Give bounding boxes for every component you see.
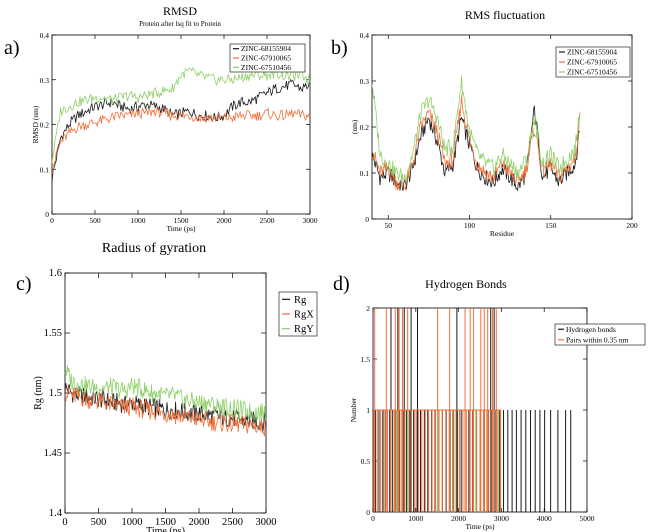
y-tick-label: 0 xyxy=(45,210,49,219)
x-axis-label: Residue xyxy=(490,229,515,238)
y-tick-label: 0.4 xyxy=(40,31,50,40)
y-tick-label: 1.45 xyxy=(44,448,62,459)
chart-d: 0 1000 2000 3000 4000 5000 0 0.5 1 1.5 2 Time (ps) N… xyxy=(349,304,646,531)
x-tick-label: 4000 xyxy=(537,514,552,523)
series-line-Rg xyxy=(64,383,267,432)
y-tick-label: 1 xyxy=(366,406,370,415)
y-axis-label: (nm) xyxy=(350,119,359,134)
x-tick-label: 3000 xyxy=(256,517,277,528)
chart-a-title: RMSD xyxy=(163,4,197,18)
chart-a: 0 500 1000 1500 2000 2500 3000 0 0.1 0.2 0.3 0.4 Tim… xyxy=(31,31,318,233)
x-tick-label: 1000 xyxy=(122,517,143,528)
series-line-ZINC-67910065 xyxy=(51,106,311,175)
series-line-ZINC-67510456 xyxy=(371,75,581,183)
legend-label: ZINC-67510456 xyxy=(567,68,617,77)
x-tick-label: 0 xyxy=(371,514,375,523)
legend-box xyxy=(555,46,631,78)
chart-a-subtitle: Protein after lsq fit to Protein xyxy=(139,20,221,28)
chart-b-title: RMS fluctuation xyxy=(465,8,545,22)
x-tick-label: 2000 xyxy=(451,514,466,523)
x-tick-label: 50 xyxy=(385,221,393,230)
x-tick-label: 2500 xyxy=(260,216,275,225)
y-tick-label: 2 xyxy=(366,304,370,313)
x-tick-label: 1500 xyxy=(174,216,189,225)
chart-c: 0 500 1000 1500 2000 2500 3000 1.4 1.45 1.5 1.55 1.… xyxy=(33,268,318,532)
y-tick-label: 0 xyxy=(365,215,369,224)
legend-label: Pairs within 0.35 nm xyxy=(566,335,629,344)
y-tick-label: 0.1 xyxy=(360,169,370,178)
x-tick-label: 200 xyxy=(626,221,638,230)
y-axis-label: Number xyxy=(349,397,358,422)
y-tick-label: 0.2 xyxy=(40,121,50,130)
x-tick-label: 3000 xyxy=(494,514,509,523)
series-line-RgY xyxy=(64,365,267,422)
x-tick-label: 3000 xyxy=(303,216,318,225)
panel-a-letter: a) xyxy=(4,37,20,59)
x-tick-label: 2000 xyxy=(189,517,210,528)
series-line-ZINC-68155904 xyxy=(371,105,581,192)
panel-b-letter: b) xyxy=(331,37,348,59)
legend-label: ZINC-67910065 xyxy=(241,54,291,63)
series-line-ZINC-67510456 xyxy=(51,66,311,163)
chart-c-title: Radius of gyration xyxy=(102,241,206,256)
chart-d-title: Hydrogen Bonds xyxy=(425,277,507,291)
y-tick-label: 0.3 xyxy=(40,76,50,85)
y-tick-label: 1.5 xyxy=(361,355,371,364)
x-axis-label: Time (ps) xyxy=(146,526,185,532)
chart-b: 50 100 150 200 0 0.1 0.2 0.3 0.4 Residue (nm) ZINC-… xyxy=(350,31,638,238)
y-tick-label: 0.5 xyxy=(361,457,371,466)
x-tick-label: 1000 xyxy=(131,216,146,225)
series-line-ZINC-68155904 xyxy=(51,78,311,182)
series-line-ZINC-67910065 xyxy=(371,94,581,191)
x-tick-label: 5000 xyxy=(580,514,595,523)
y-tick-label: 1.4 xyxy=(49,508,63,519)
y-tick-label: 0.4 xyxy=(360,31,370,40)
x-axis-label: Time (ps) xyxy=(166,224,196,233)
legend-label: ZINC-67910065 xyxy=(567,58,617,67)
x-tick-label: 500 xyxy=(91,517,107,528)
legend-label: ZINC-67510456 xyxy=(241,63,291,72)
y-tick-label: 0 xyxy=(366,508,370,517)
y-tick-label: 0.1 xyxy=(40,165,50,174)
legend-label: Hydrogen bonds xyxy=(566,325,616,334)
y-tick-label: 1.55 xyxy=(44,328,62,339)
panel-d-letter: d) xyxy=(333,273,350,295)
x-tick-label: 1500 xyxy=(155,517,176,528)
x-tick-label: 100 xyxy=(464,221,476,230)
y-axis-label: RMSD (nm) xyxy=(31,105,40,143)
legend-label: RgX xyxy=(294,310,314,321)
x-tick-label: 500 xyxy=(89,216,101,225)
legend-label: Rg xyxy=(294,295,307,306)
x-tick-label: 0 xyxy=(50,216,54,225)
legend-label: ZINC-68155904 xyxy=(567,48,617,57)
y-tick-label: 1.6 xyxy=(49,268,62,279)
legend-label: ZINC-68155904 xyxy=(241,44,291,53)
x-tick-label: 2000 xyxy=(217,216,232,225)
legend-label: RgY xyxy=(294,324,314,335)
x-tick-label: 150 xyxy=(545,221,557,230)
x-tick-label: 0 xyxy=(62,517,67,528)
legend-box xyxy=(554,323,646,346)
x-tick-label: 1000 xyxy=(408,514,423,523)
y-tick-label: 0.2 xyxy=(360,123,370,132)
y-tick-label: 0.3 xyxy=(360,77,370,86)
y-tick-label: 1.5 xyxy=(49,388,62,399)
panel-c-letter: c) xyxy=(16,273,32,295)
y-axis-label: Rg (nm) xyxy=(33,376,44,410)
x-axis-label: Time (ps) xyxy=(465,522,495,531)
x-tick-label: 2500 xyxy=(222,517,243,528)
legend-box xyxy=(229,43,306,73)
